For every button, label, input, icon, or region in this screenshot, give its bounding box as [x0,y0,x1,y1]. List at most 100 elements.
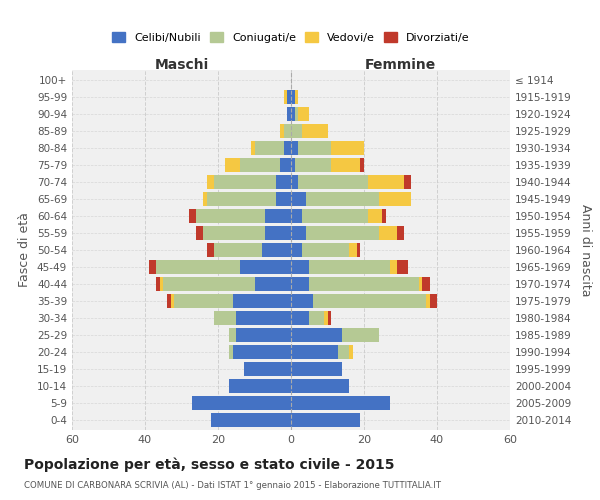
Bar [291,243,302,257]
Bar [295,107,298,121]
Bar [284,124,291,138]
Bar [298,175,368,189]
Bar [328,311,331,325]
Bar [203,192,207,206]
Bar [382,209,386,223]
Bar [229,328,236,342]
Text: Maschi: Maschi [154,58,209,71]
Bar [233,345,291,359]
Bar [240,158,280,172]
Bar [196,209,265,223]
Bar [254,141,284,155]
Bar [368,209,382,223]
Bar [156,260,240,274]
Bar [203,226,265,240]
Bar [397,260,408,274]
Bar [379,226,397,240]
Bar [156,277,160,291]
Bar [305,226,379,240]
Bar [291,413,361,427]
Bar [244,362,291,376]
Bar [291,158,295,172]
Bar [226,158,240,172]
Bar [291,396,389,410]
Bar [298,107,309,121]
Bar [149,260,156,274]
Bar [309,260,389,274]
Bar [262,243,291,257]
Bar [163,277,254,291]
Bar [338,345,349,359]
Bar [356,243,361,257]
Bar [342,328,379,342]
Bar [419,277,422,291]
Bar [189,209,196,223]
Bar [229,379,291,393]
Bar [291,124,302,138]
Bar [331,158,361,172]
Bar [214,175,277,189]
Bar [305,192,379,206]
Bar [291,260,309,274]
Bar [389,260,397,274]
Y-axis label: Fasce di età: Fasce di età [19,212,31,288]
Bar [349,345,353,359]
Bar [170,294,174,308]
Text: Femmine: Femmine [365,58,436,71]
Bar [160,277,163,291]
Bar [265,226,291,240]
Bar [284,141,291,155]
Bar [302,209,368,223]
Bar [404,175,412,189]
Bar [280,124,284,138]
Bar [277,192,291,206]
Bar [331,141,364,155]
Bar [240,260,291,274]
Bar [207,175,214,189]
Bar [397,226,404,240]
Bar [287,90,291,104]
Bar [174,294,233,308]
Bar [298,141,331,155]
Bar [302,243,349,257]
Bar [291,379,349,393]
Bar [291,345,338,359]
Bar [368,175,404,189]
Bar [313,294,426,308]
Bar [214,243,262,257]
Bar [291,226,305,240]
Legend: Celibi/Nubili, Coniugati/e, Vedovi/e, Divorziati/e: Celibi/Nubili, Coniugati/e, Vedovi/e, Di… [109,29,473,46]
Bar [295,158,331,172]
Bar [291,277,309,291]
Bar [324,311,328,325]
Bar [309,277,419,291]
Bar [302,124,328,138]
Bar [295,90,298,104]
Bar [236,328,291,342]
Bar [379,192,412,206]
Bar [280,158,291,172]
Bar [361,158,364,172]
Bar [291,107,295,121]
Bar [284,90,287,104]
Bar [193,396,291,410]
Bar [422,277,430,291]
Bar [207,192,277,206]
Bar [291,328,342,342]
Bar [291,294,313,308]
Bar [291,362,342,376]
Y-axis label: Anni di nascita: Anni di nascita [578,204,592,296]
Bar [287,107,291,121]
Bar [291,175,298,189]
Bar [426,294,430,308]
Bar [254,277,291,291]
Bar [291,311,309,325]
Bar [291,90,295,104]
Bar [167,294,170,308]
Bar [291,141,298,155]
Bar [211,413,291,427]
Bar [430,294,437,308]
Text: COMUNE DI CARBONARA SCRIVIA (AL) - Dati ISTAT 1° gennaio 2015 - Elaborazione TUT: COMUNE DI CARBONARA SCRIVIA (AL) - Dati … [24,481,441,490]
Bar [251,141,254,155]
Bar [265,209,291,223]
